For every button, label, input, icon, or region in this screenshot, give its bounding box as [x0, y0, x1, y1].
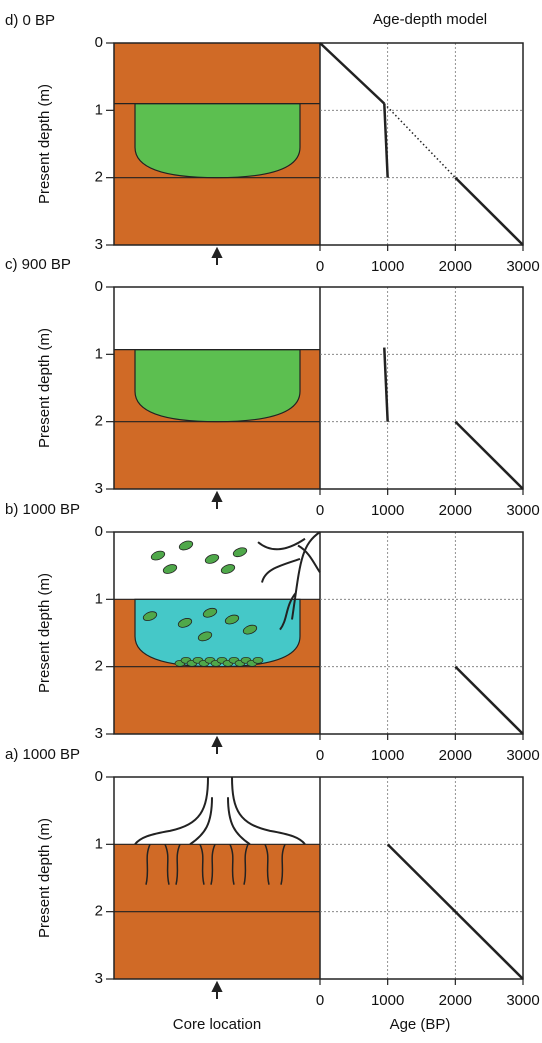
x-tick-label: 3000 [506, 992, 539, 1009]
x-tick-label: 3000 [506, 747, 539, 764]
root [175, 844, 181, 885]
x-tick-label: 1000 [371, 502, 404, 519]
x-tick-label: 2000 [439, 502, 472, 519]
leaf [252, 656, 264, 664]
x-tick-label: 0 [316, 258, 324, 275]
x-tick-label: 1000 [371, 747, 404, 764]
core-arrow [211, 246, 223, 265]
figure-title: Age-depth model [373, 11, 487, 28]
leaf [220, 564, 236, 574]
y-axis-label: Present depth (m) [36, 84, 53, 204]
age-depth-line [383, 347, 389, 422]
y-tick-label: 1 [95, 345, 103, 362]
y-tick-label: 1 [95, 590, 103, 607]
x-tick-label: 0 [316, 502, 324, 519]
core-arrow [211, 735, 223, 754]
x-tick-label: 3000 [506, 258, 539, 275]
x-tick-label: 2000 [439, 992, 472, 1009]
basin [134, 598, 301, 668]
tree [257, 531, 321, 631]
frame [113, 776, 524, 980]
y-tick-label: 3 [95, 480, 103, 497]
y-tick-label: 0 [95, 278, 103, 295]
frame [113, 42, 524, 246]
y-tick-label: 2 [95, 658, 103, 675]
x-tick-label: 1000 [371, 992, 404, 1009]
age-depth-line [454, 176, 524, 246]
leaf [178, 540, 194, 551]
root [243, 844, 249, 885]
panel-title: a) 1000 BP [5, 746, 80, 763]
age-depth-line [386, 843, 524, 980]
root [264, 844, 270, 885]
x-axis-label: Age (BP) [390, 1016, 451, 1033]
root [145, 844, 151, 885]
y-tick-label: 3 [95, 725, 103, 742]
y-tick-label: 3 [95, 236, 103, 253]
y-tick-label: 2 [95, 169, 103, 186]
y-tick-label: 1 [95, 835, 103, 852]
leaf [242, 624, 258, 635]
y-tick-label: 0 [95, 768, 103, 785]
leaf [232, 547, 248, 558]
y-axis-label: Present depth (m) [36, 328, 53, 448]
panel-title: d) 0 BP [5, 12, 55, 29]
y-tick-label: 3 [95, 970, 103, 987]
age-depth-line [319, 42, 386, 105]
basin [134, 349, 301, 423]
x-tick-label: 3000 [506, 502, 539, 519]
core-arrow [211, 980, 223, 999]
frame [113, 286, 524, 490]
age-depth-line [383, 103, 456, 179]
y-tick-label: 0 [95, 34, 103, 51]
age-depth-line [454, 665, 524, 735]
leaf [197, 631, 213, 642]
leaf [177, 618, 193, 628]
y-axis-label: Present depth (m) [36, 573, 53, 693]
x-tick-label: 1000 [371, 258, 404, 275]
core-arrow [211, 490, 223, 509]
y-tick-label: 0 [95, 523, 103, 540]
x-axis-label: Core location [173, 1016, 261, 1033]
x-tick-label: 0 [316, 747, 324, 764]
x-tick-label: 2000 [439, 258, 472, 275]
age-depth-line [383, 103, 389, 178]
leaf [162, 564, 178, 574]
y-axis-label: Present depth (m) [36, 818, 53, 938]
x-tick-label: 0 [316, 992, 324, 1009]
leaf [150, 550, 166, 561]
root [280, 844, 286, 885]
root [210, 844, 216, 885]
frame [113, 531, 524, 735]
panel-title: b) 1000 BP [5, 501, 80, 518]
x-tick-label: 2000 [439, 747, 472, 764]
leaf [224, 614, 240, 625]
age-depth-line [454, 420, 524, 490]
leaf [142, 611, 158, 622]
root [199, 844, 205, 885]
root [229, 844, 235, 885]
y-tick-label: 2 [95, 413, 103, 430]
leaf [202, 607, 218, 618]
basin [134, 103, 301, 179]
y-tick-label: 1 [95, 101, 103, 118]
tree [134, 776, 306, 846]
y-tick-label: 2 [95, 903, 103, 920]
panel-title: c) 900 BP [5, 256, 71, 273]
leaf [204, 554, 220, 564]
root [164, 844, 170, 885]
